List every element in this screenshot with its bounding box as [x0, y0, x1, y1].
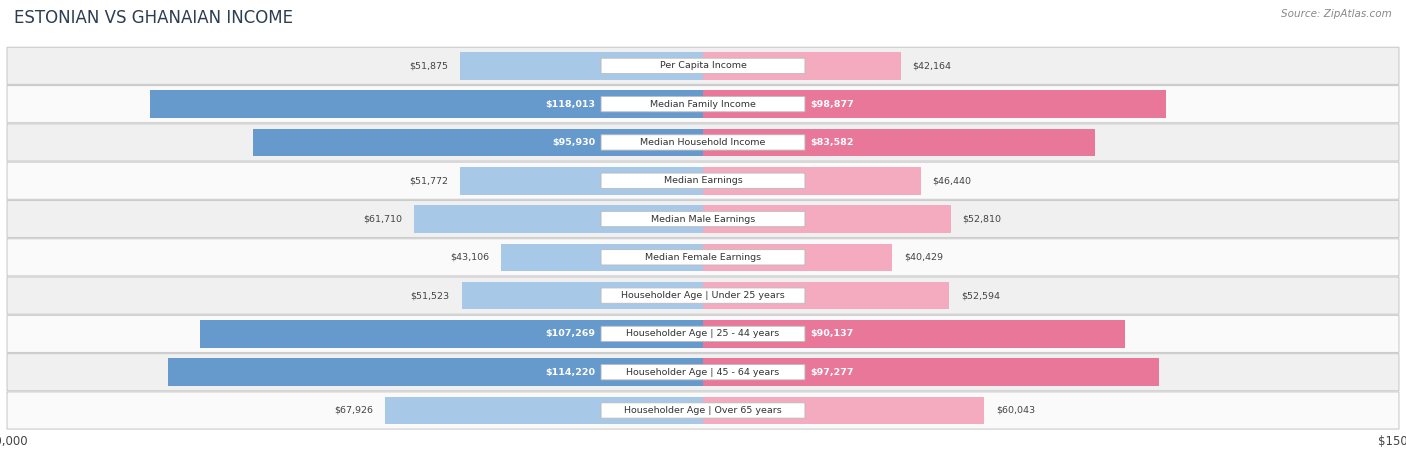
- Text: Householder Age | Over 65 years: Householder Age | Over 65 years: [624, 406, 782, 415]
- Bar: [385, 396, 703, 425]
- FancyBboxPatch shape: [600, 288, 806, 303]
- Text: Median Household Income: Median Household Income: [640, 138, 766, 147]
- Bar: [460, 167, 703, 195]
- Bar: [460, 52, 703, 80]
- FancyBboxPatch shape: [600, 173, 806, 188]
- Text: $51,523: $51,523: [411, 291, 450, 300]
- FancyBboxPatch shape: [7, 277, 1399, 314]
- Text: $52,594: $52,594: [962, 291, 1000, 300]
- Bar: [167, 358, 703, 386]
- FancyBboxPatch shape: [600, 365, 806, 380]
- Bar: [703, 282, 949, 310]
- Text: $52,810: $52,810: [962, 214, 1001, 224]
- FancyBboxPatch shape: [7, 47, 1399, 85]
- FancyBboxPatch shape: [7, 200, 1399, 238]
- Text: $97,277: $97,277: [811, 368, 855, 377]
- Bar: [703, 243, 893, 271]
- Bar: [253, 128, 703, 156]
- Text: Median Male Earnings: Median Male Earnings: [651, 214, 755, 224]
- FancyBboxPatch shape: [7, 315, 1399, 353]
- FancyBboxPatch shape: [7, 354, 1399, 391]
- Text: $61,710: $61,710: [363, 214, 402, 224]
- Bar: [501, 243, 703, 271]
- Text: Source: ZipAtlas.com: Source: ZipAtlas.com: [1281, 9, 1392, 19]
- FancyBboxPatch shape: [7, 162, 1399, 199]
- Text: $67,926: $67,926: [335, 406, 373, 415]
- Text: $51,875: $51,875: [409, 61, 449, 71]
- Text: Householder Age | Under 25 years: Householder Age | Under 25 years: [621, 291, 785, 300]
- Text: Per Capita Income: Per Capita Income: [659, 61, 747, 71]
- Text: $95,930: $95,930: [553, 138, 595, 147]
- Text: $51,772: $51,772: [409, 176, 449, 185]
- FancyBboxPatch shape: [600, 403, 806, 418]
- FancyBboxPatch shape: [7, 124, 1399, 161]
- FancyBboxPatch shape: [600, 58, 806, 73]
- Bar: [703, 90, 1167, 118]
- Text: ESTONIAN VS GHANAIAN INCOME: ESTONIAN VS GHANAIAN INCOME: [14, 9, 292, 28]
- Bar: [703, 52, 901, 80]
- Text: $107,269: $107,269: [546, 329, 595, 339]
- Bar: [703, 358, 1159, 386]
- Text: $98,877: $98,877: [811, 99, 855, 109]
- Text: Median Earnings: Median Earnings: [664, 176, 742, 185]
- Bar: [703, 320, 1125, 348]
- Text: $40,429: $40,429: [904, 253, 943, 262]
- FancyBboxPatch shape: [7, 392, 1399, 429]
- Bar: [413, 205, 703, 233]
- Text: $60,043: $60,043: [995, 406, 1035, 415]
- Text: $46,440: $46,440: [932, 176, 972, 185]
- Text: $114,220: $114,220: [546, 368, 595, 377]
- Bar: [703, 205, 950, 233]
- Bar: [703, 167, 921, 195]
- FancyBboxPatch shape: [600, 97, 806, 112]
- FancyBboxPatch shape: [600, 250, 806, 265]
- Text: $118,013: $118,013: [546, 99, 595, 109]
- Text: $42,164: $42,164: [912, 61, 952, 71]
- Bar: [703, 128, 1095, 156]
- FancyBboxPatch shape: [7, 239, 1399, 276]
- Bar: [200, 320, 703, 348]
- FancyBboxPatch shape: [600, 326, 806, 341]
- Text: Householder Age | 45 - 64 years: Householder Age | 45 - 64 years: [627, 368, 779, 377]
- FancyBboxPatch shape: [600, 212, 806, 226]
- Text: $83,582: $83,582: [811, 138, 855, 147]
- FancyBboxPatch shape: [600, 135, 806, 150]
- Text: $43,106: $43,106: [450, 253, 489, 262]
- Text: Median Family Income: Median Family Income: [650, 99, 756, 109]
- Text: $90,137: $90,137: [811, 329, 853, 339]
- Text: Median Female Earnings: Median Female Earnings: [645, 253, 761, 262]
- Bar: [150, 90, 703, 118]
- Text: Householder Age | 25 - 44 years: Householder Age | 25 - 44 years: [627, 329, 779, 339]
- Bar: [461, 282, 703, 310]
- Bar: [703, 396, 984, 425]
- FancyBboxPatch shape: [7, 85, 1399, 123]
